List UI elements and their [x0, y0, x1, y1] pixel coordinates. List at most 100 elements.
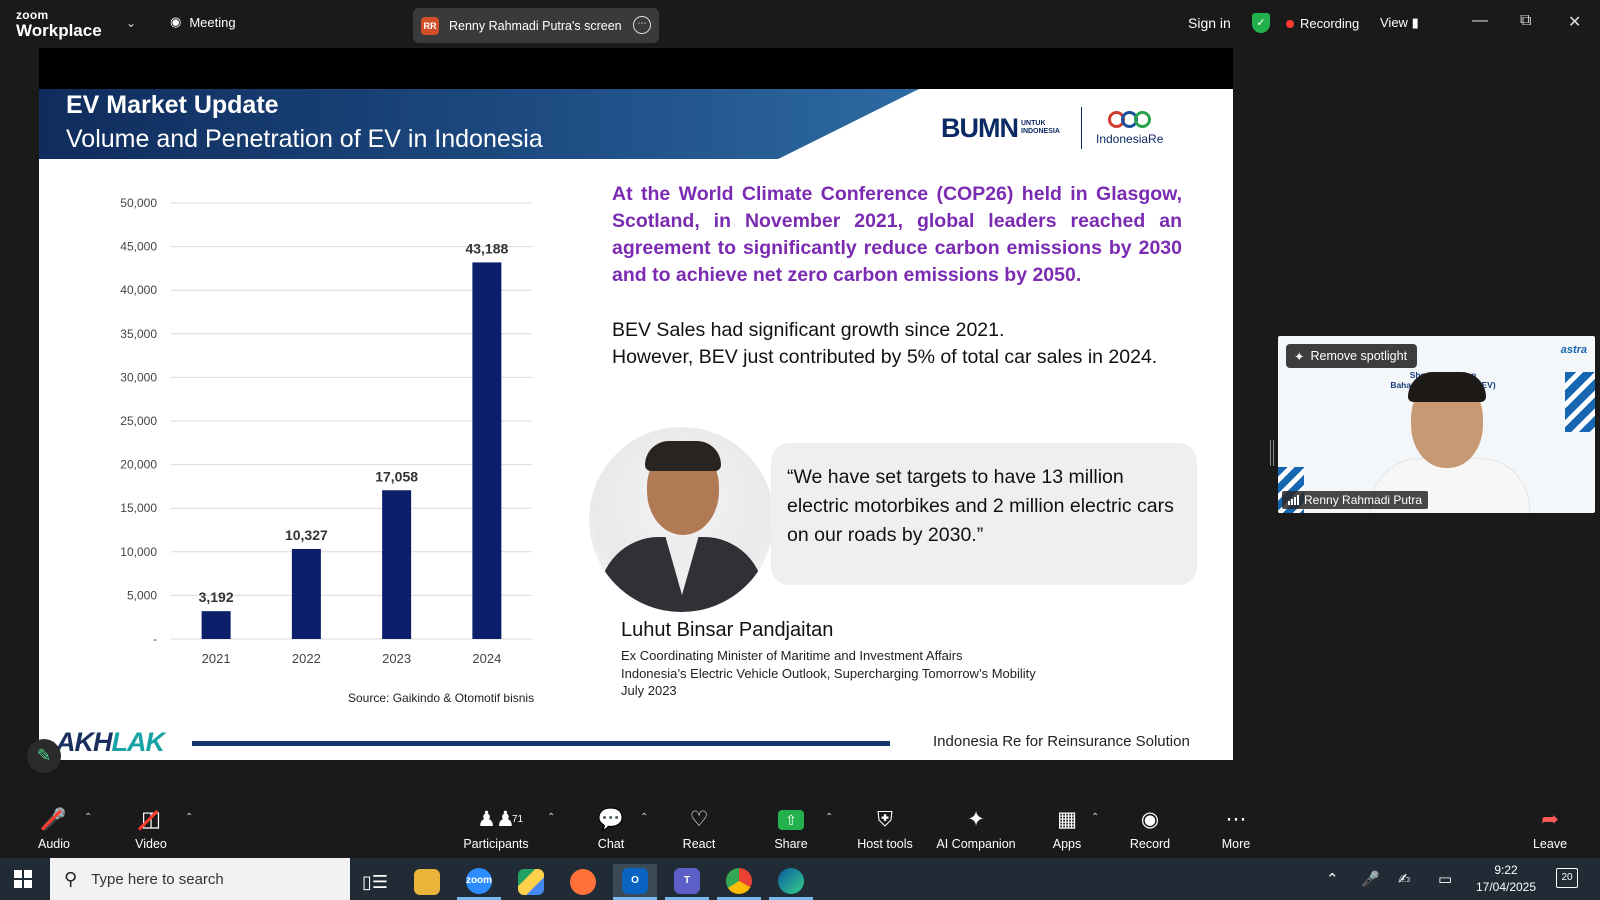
- apps-button[interactable]: ▦ Apps: [1027, 806, 1107, 851]
- minimize-icon[interactable]: —: [1472, 12, 1488, 29]
- taskbar-clock[interactable]: 9:22 17/04/2025: [1470, 862, 1542, 896]
- video-options-caret-icon[interactable]: ⌃: [185, 812, 194, 823]
- participant-name-tag: Renny Rahmadi Putra: [1282, 491, 1429, 509]
- ev-sales-bar-chart: - 5,000 10,000 15,000 20,000 25,000 30,000 35,0…: [120, 196, 532, 666]
- chat-label: Chat: [597, 837, 625, 851]
- participants-caret-icon[interactable]: ⌃: [547, 812, 556, 823]
- chat-button[interactable]: 💬 Chat: [571, 806, 651, 851]
- google-drive-icon[interactable]: [509, 864, 553, 900]
- remove-spotlight-button[interactable]: ✦ Remove spotlight: [1286, 344, 1418, 368]
- outlook-icon[interactable]: O: [613, 864, 657, 900]
- indonesia-re-logo-text: IndonesiaRe: [1096, 131, 1164, 146]
- tray-microphone-icon[interactable]: 🎤: [1361, 871, 1380, 888]
- heart-icon: ♡: [689, 808, 709, 831]
- participants-icon: ♟♟ 71: [456, 806, 536, 834]
- sign-in-link[interactable]: Sign in: [1188, 15, 1231, 31]
- meeting-button[interactable]: ◉ Meeting: [170, 14, 236, 30]
- annotate-pencil-icon[interactable]: ✎: [27, 739, 61, 773]
- quote-text: “We have set targets to have 13 million …: [787, 466, 1174, 546]
- y-tick-label: 50,000: [120, 196, 157, 210]
- record-button[interactable]: ◉ Record: [1110, 806, 1190, 851]
- taskbar-search-box[interactable]: ⚲ Type here to search: [50, 858, 350, 900]
- chevron-down-icon[interactable]: ⌄: [126, 16, 137, 30]
- y-tick-label: 20,000: [120, 458, 157, 472]
- edge-icon[interactable]: [769, 864, 813, 900]
- task-view-icon[interactable]: ▯☰: [361, 871, 389, 892]
- chrome-icon[interactable]: [717, 864, 761, 900]
- react-button[interactable]: ♡ React: [659, 806, 739, 851]
- astra-logo: astra: [1560, 344, 1587, 356]
- tray-pen-icon[interactable]: ✍: [1398, 871, 1411, 888]
- x-tick-label: 2024: [472, 651, 501, 666]
- recording-label: Recording: [1300, 16, 1360, 31]
- audio-label: Audio: [38, 837, 70, 851]
- shield-check-icon[interactable]: ✓: [1252, 13, 1270, 33]
- react-label: React: [682, 837, 716, 851]
- logo-divider: [1081, 107, 1082, 149]
- teams-icon[interactable]: T: [665, 864, 709, 900]
- leave-button[interactable]: ➦ Leave: [1510, 806, 1590, 851]
- file-explorer-icon[interactable]: [405, 864, 449, 900]
- panel-resize-handle[interactable]: [1270, 440, 1274, 466]
- y-tick-label: 25,000: [120, 414, 157, 428]
- bumn-logo: BUMN UNTUK INDONESIA IndonesiaRe: [941, 107, 1163, 149]
- apps-label: Apps: [1052, 837, 1082, 851]
- view-button[interactable]: View ▮: [1380, 15, 1419, 31]
- ai-companion-label: AI Companion: [936, 837, 1016, 851]
- firefox-icon[interactable]: [561, 864, 605, 900]
- share-caret-icon[interactable]: ⌃: [825, 812, 834, 823]
- y-tick-label: 5,000: [127, 588, 157, 602]
- bar-data-label: 10,327: [285, 527, 328, 543]
- clock-date: 17/04/2025: [1475, 880, 1537, 894]
- view-label: View: [1380, 15, 1408, 30]
- zoom-logo-top: zoom: [16, 8, 49, 22]
- close-icon[interactable]: ✕: [1568, 14, 1582, 31]
- footer-divider-line: [192, 741, 890, 746]
- audio-button[interactable]: 🎤 Audio: [14, 806, 94, 851]
- bumn-logo-subtext: UNTUK INDONESIA: [1021, 120, 1060, 135]
- bar: [382, 490, 412, 639]
- slide-title: EV Market Update: [66, 91, 279, 119]
- zoom-app-icon[interactable]: zoom: [457, 864, 501, 900]
- bumn-logo-text: BUMN: [941, 112, 1019, 143]
- ai-companion-button[interactable]: ✦ AI Companion: [936, 806, 1016, 851]
- record-icon: ◉: [1140, 808, 1160, 831]
- participants-button[interactable]: ♟♟ 71 Participants: [456, 806, 536, 851]
- screen-share-label: Renny Rahmadi Putra's screen: [449, 18, 622, 33]
- x-tick-label: 2023: [382, 651, 411, 666]
- presenter-avatar: RR: [421, 16, 439, 35]
- x-tick-label: 2022: [292, 651, 321, 666]
- tray-expand-icon[interactable]: ⌃: [1326, 871, 1339, 888]
- apps-icon: ▦: [1057, 808, 1077, 831]
- zoom-logo[interactable]: zoom Workplace: [16, 9, 102, 39]
- y-tick-label: 10,000: [120, 545, 157, 559]
- share-button[interactable]: ⇧ Share: [751, 806, 831, 851]
- screen-share-indicator[interactable]: RR Renny Rahmadi Putra's screen ⋯: [413, 8, 659, 43]
- sparkle-icon: ✦: [967, 808, 985, 831]
- indonesia-re-rings-icon: [1108, 110, 1152, 128]
- bar-data-label: 3,192: [199, 589, 234, 605]
- more-options-icon[interactable]: ⋯: [633, 16, 651, 34]
- more-button[interactable]: ⋯ More: [1196, 806, 1276, 851]
- notifications-icon[interactable]: 20: [1556, 868, 1578, 888]
- camera-off-icon: ◫: [111, 806, 191, 834]
- host-tools-button[interactable]: ⛨ Host tools: [845, 806, 925, 851]
- participant-video-tile[interactable]: astra Sharing Session Bahaya & R... Vehi…: [1278, 336, 1595, 513]
- restore-icon[interactable]: ⧉: [1520, 12, 1532, 29]
- bar: [472, 262, 502, 639]
- taskbar-search-placeholder: Type here to search: [91, 870, 224, 888]
- chat-caret-icon[interactable]: ⌃: [640, 812, 649, 823]
- participant-name: Renny Rahmadi Putra: [1304, 493, 1423, 507]
- shield-icon: ⛨: [877, 808, 893, 831]
- windows-start-icon[interactable]: [14, 870, 32, 888]
- participants-label: Participants: [463, 837, 529, 851]
- video-button[interactable]: ◫ Video: [111, 806, 191, 851]
- tray-display-icon[interactable]: ▭: [1438, 871, 1453, 888]
- apps-caret-icon[interactable]: ⌃: [1091, 812, 1100, 823]
- cop26-text: At the World Climate Conference (COP26) …: [612, 183, 1182, 286]
- recording-indicator[interactable]: Recording: [1286, 16, 1359, 31]
- bev-line-2: However, BEV just contributed by 5% of t…: [612, 346, 1158, 368]
- background-stripes-right: [1565, 372, 1595, 432]
- chart-source: Source: Gaikindo & Otomotif bisnis: [348, 691, 535, 705]
- audio-options-caret-icon[interactable]: ⌃: [84, 812, 93, 823]
